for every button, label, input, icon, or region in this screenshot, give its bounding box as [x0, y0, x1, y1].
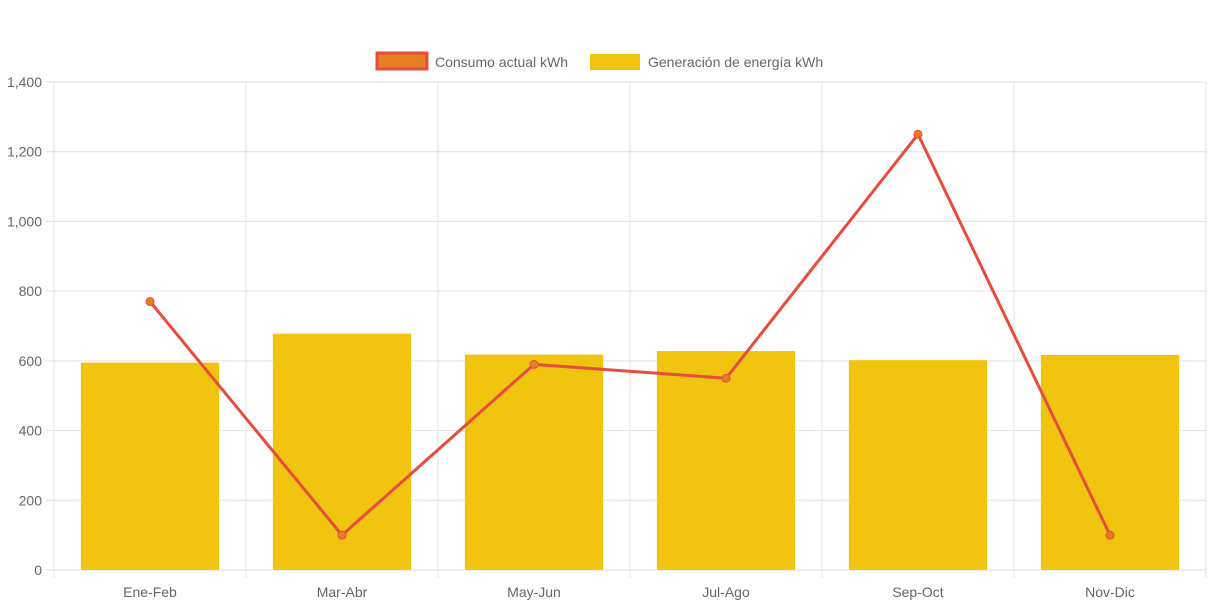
bar-generacion[interactable]	[272, 333, 412, 570]
x-tick-label: Jul-Ago	[702, 584, 750, 600]
legend-swatch-consumo[interactable]	[375, 51, 429, 71]
legend-swatch-generacion[interactable]	[590, 54, 640, 70]
x-tick-label: May-Jun	[507, 584, 561, 600]
bar-generacion[interactable]	[80, 362, 220, 570]
legend-label-generacion[interactable]: Generación de energía kWh	[648, 54, 823, 70]
x-tick-label: Mar-Abr	[317, 584, 368, 600]
bar-generacion[interactable]	[464, 354, 604, 570]
point-consumo[interactable]	[145, 297, 155, 307]
legend: Consumo actual kWh Generación de energía…	[375, 51, 823, 71]
point-consumo[interactable]	[913, 129, 923, 139]
y-tick-label: 600	[19, 353, 43, 369]
y-tick-label: 400	[19, 423, 43, 439]
point-consumo[interactable]	[337, 530, 347, 540]
y-tick-label: 200	[19, 492, 43, 508]
line-series	[145, 129, 1115, 540]
x-tick-label: Nov-Dic	[1085, 584, 1135, 600]
bar-series	[80, 333, 1180, 570]
y-tick-label: 800	[19, 283, 43, 299]
point-consumo[interactable]	[721, 373, 731, 383]
y-tick-label: 0	[34, 562, 42, 578]
x-axis-labels: Ene-Feb Mar-Abr May-Jun Jul-Ago Sep-Oct Nov-D…	[123, 584, 1135, 600]
bar-generacion[interactable]	[656, 351, 796, 570]
y-tick-label: 1,400	[7, 74, 42, 90]
bar-generacion[interactable]	[848, 360, 988, 570]
x-tick-label: Ene-Feb	[123, 584, 177, 600]
y-axis-labels: 0 200 400 600 800 1,000 1,200 1,400	[7, 74, 42, 578]
line-consumo	[148, 132, 1112, 537]
point-consumo[interactable]	[529, 359, 539, 369]
point-consumo[interactable]	[1105, 530, 1115, 540]
x-tick-label: Sep-Oct	[892, 584, 943, 600]
y-tick-label: 1,000	[7, 213, 42, 229]
y-tick-label: 1,200	[7, 144, 42, 160]
legend-label-consumo[interactable]: Consumo actual kWh	[435, 54, 568, 70]
grid-lines	[46, 81, 1207, 578]
